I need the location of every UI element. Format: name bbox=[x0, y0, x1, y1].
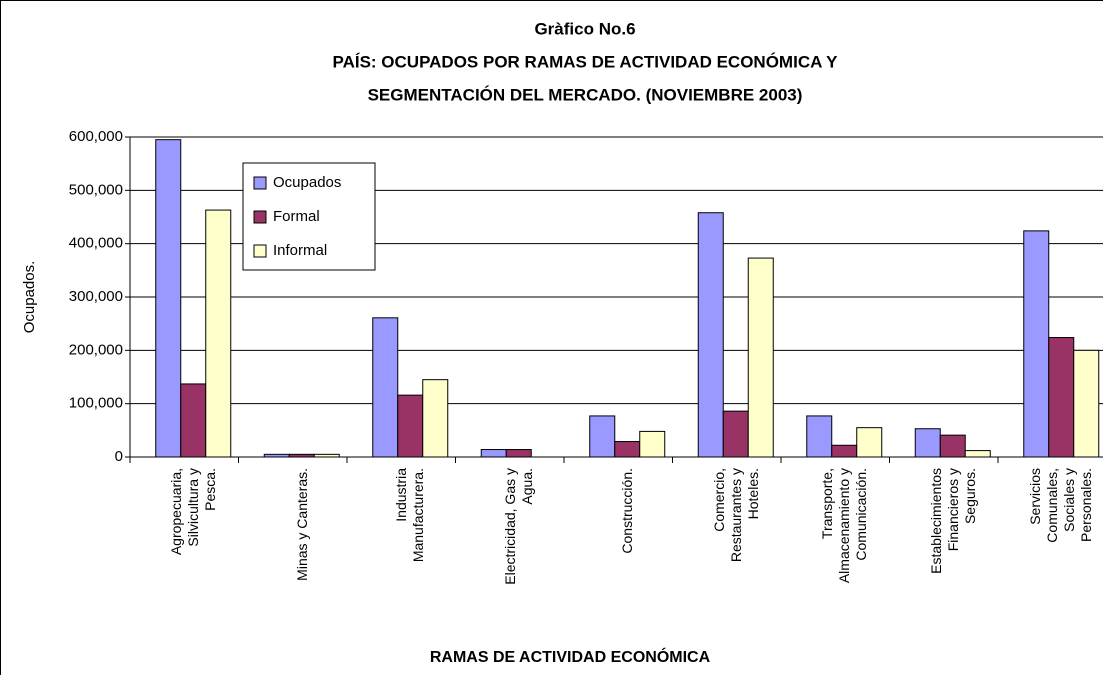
x-tick-label: Establecimientos Financieros y Seguros. bbox=[927, 468, 978, 574]
legend-swatch bbox=[253, 176, 267, 190]
x-tick-label-box: Transporte, Almacenamiento y Comunicació… bbox=[792, 468, 896, 644]
bar bbox=[505, 449, 532, 458]
x-tick-label: Electricidad, Gas y Agua. bbox=[501, 468, 535, 585]
y-tick-label: 200,000 bbox=[69, 341, 123, 358]
legend-label: Informal bbox=[273, 242, 327, 259]
y-tick-label: 400,000 bbox=[69, 235, 123, 252]
x-tick-label-box: Minas y Canteras. bbox=[250, 468, 354, 644]
y-tick-label: 500,000 bbox=[69, 181, 123, 198]
bar bbox=[614, 441, 641, 458]
bar bbox=[914, 428, 941, 458]
bar bbox=[288, 453, 315, 458]
bar bbox=[964, 450, 991, 458]
x-tick-label: Construcción. bbox=[618, 468, 635, 554]
bar bbox=[180, 383, 207, 458]
bar bbox=[205, 209, 232, 458]
y-axis-label: Ocupados. bbox=[21, 261, 38, 334]
bar bbox=[697, 212, 724, 458]
x-tick-label-box: Agropecuaria, Silvicultura y Pesca. bbox=[141, 468, 245, 644]
x-axis-label: RAMAS DE ACTIVIDAD ECONÓMICA bbox=[430, 647, 711, 666]
legend-swatch bbox=[253, 244, 267, 258]
x-tick-label-box: Servicios Comunales, Sociales y Personal… bbox=[1009, 468, 1103, 644]
legend-label: Ocupados bbox=[273, 174, 341, 191]
chart-title: Gràfico No.6 bbox=[534, 19, 635, 38]
bar bbox=[831, 444, 858, 458]
bar bbox=[806, 415, 833, 458]
bar bbox=[639, 430, 666, 458]
x-tick-label: Transporte, Almacenamiento y Comunicació… bbox=[818, 468, 869, 584]
bar bbox=[1023, 230, 1050, 458]
x-tick-label-box: Establecimientos Financieros y Seguros. bbox=[901, 468, 1005, 644]
x-tick-label: Agropecuaria, Silvicultura y Pesca. bbox=[167, 468, 218, 556]
bar bbox=[856, 427, 883, 458]
chart-title: PAÍS: OCUPADOS POR RAMAS DE ACTIVIDAD EC… bbox=[333, 52, 839, 71]
x-tick-label: Industria Manufacturera. bbox=[393, 468, 427, 563]
x-tick-label-box: Comercio, Restaurantes y Hoteles. bbox=[684, 468, 788, 644]
x-tick-label: Servicios Comunales, Sociales y Personal… bbox=[1027, 468, 1095, 543]
y-tick-label: 0 bbox=[115, 448, 123, 465]
y-tick-label: 100,000 bbox=[69, 395, 123, 412]
x-tick-label: Minas y Canteras. bbox=[293, 468, 310, 581]
bar bbox=[589, 415, 616, 458]
bar bbox=[313, 453, 340, 458]
x-tick-label-box: Construcción. bbox=[575, 468, 679, 644]
x-tick-label-box: Electricidad, Gas y Agua. bbox=[467, 468, 571, 644]
bar bbox=[1073, 349, 1100, 458]
bar bbox=[1048, 337, 1075, 458]
bar bbox=[155, 139, 182, 458]
bar bbox=[263, 453, 290, 458]
x-tick-label: Comercio, Restaurantes y Hoteles. bbox=[710, 468, 761, 563]
y-tick-label: 600,000 bbox=[69, 128, 123, 145]
bar bbox=[747, 257, 774, 458]
bar bbox=[939, 434, 966, 458]
bar bbox=[422, 379, 449, 458]
bar bbox=[722, 410, 749, 458]
bar bbox=[397, 394, 424, 458]
bar bbox=[372, 317, 399, 458]
bar bbox=[480, 449, 507, 458]
x-tick-label-box: Industria Manufacturera. bbox=[358, 468, 462, 644]
y-tick-label: 300,000 bbox=[69, 288, 123, 305]
legend-swatch bbox=[253, 210, 267, 224]
legend: Ocupados Formal Informal bbox=[242, 162, 376, 271]
legend-label: Formal bbox=[273, 208, 320, 225]
chart-title: SEGMENTACIÓN DEL MERCADO. (NOVIEMBRE 200… bbox=[368, 85, 803, 104]
